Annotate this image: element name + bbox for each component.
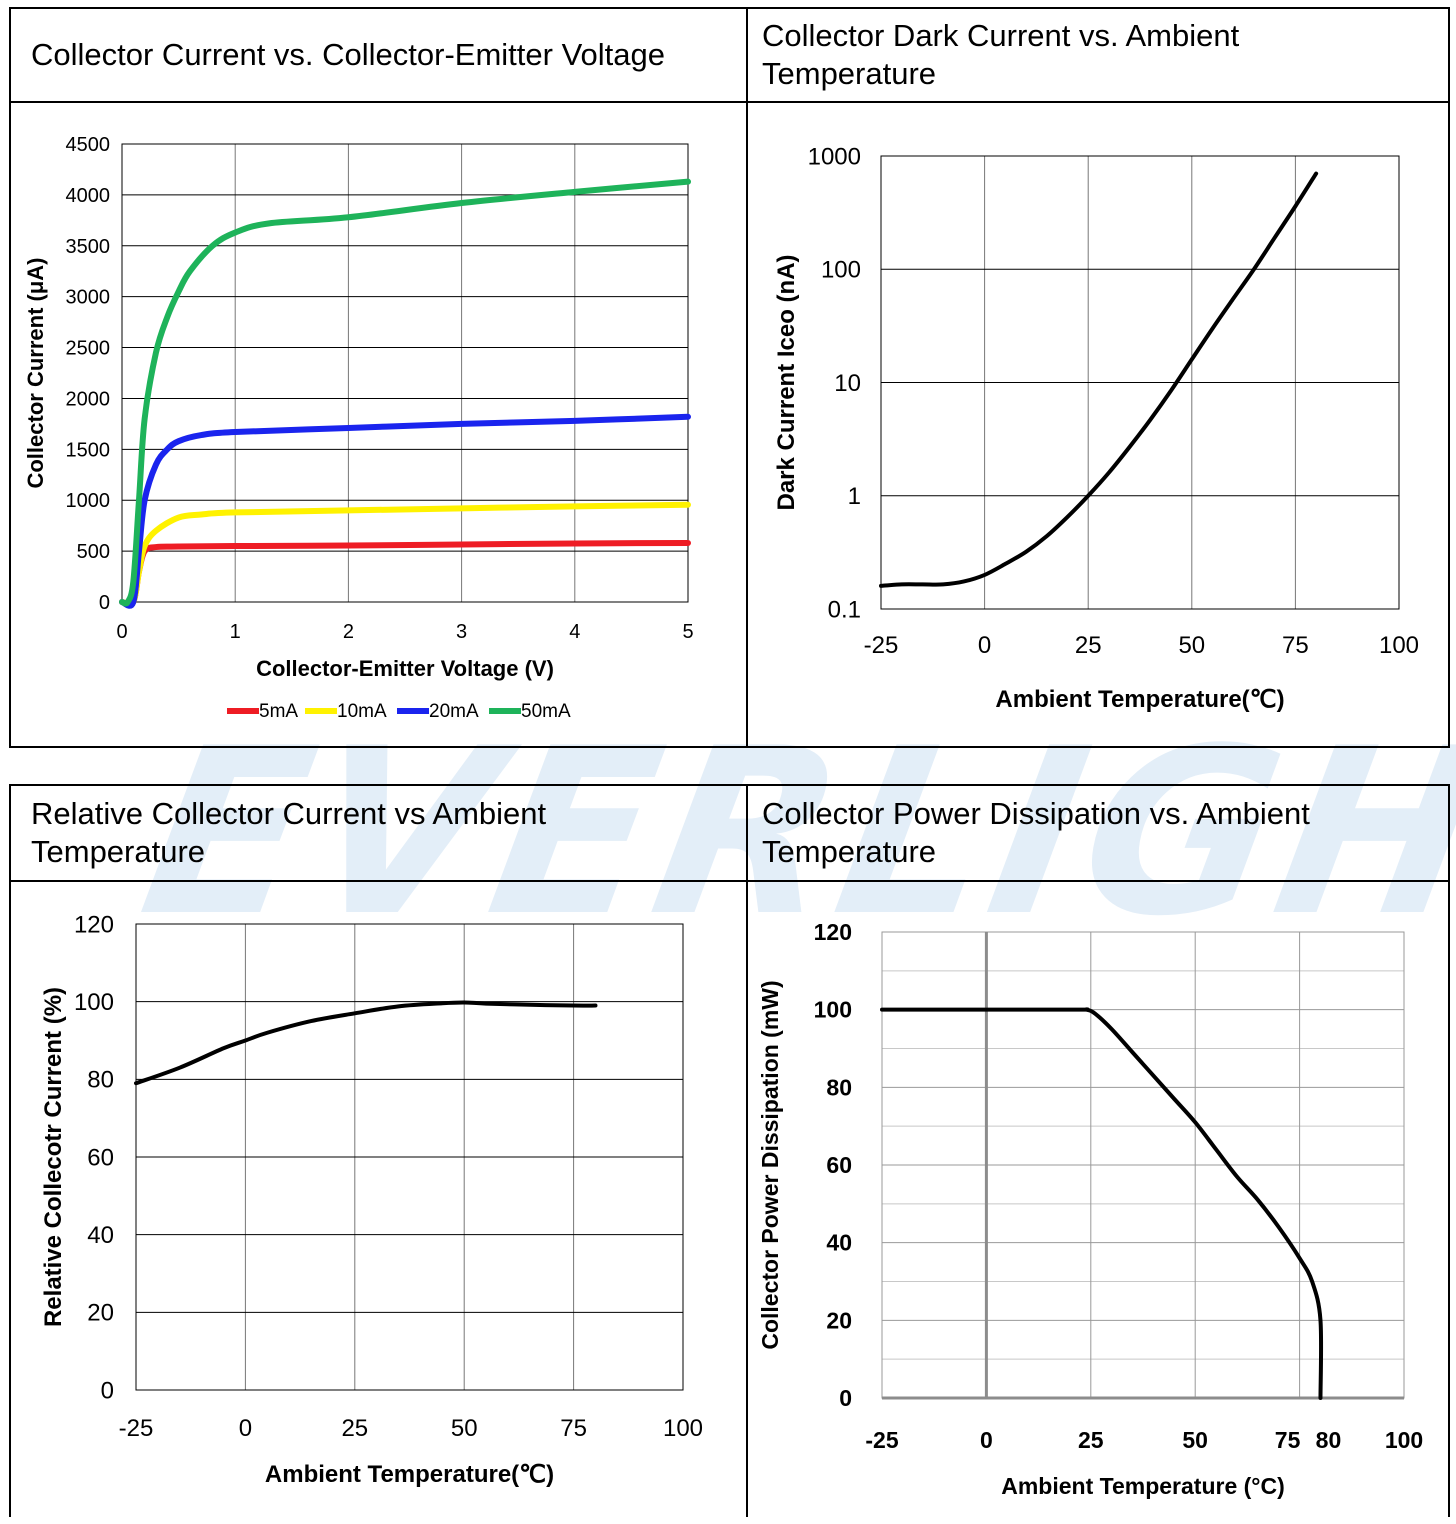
x-tick-label: 100	[1379, 632, 1419, 659]
y-tick-label: 120	[814, 919, 852, 945]
x-tick-label: 50	[451, 1415, 478, 1442]
panel-title-dark-current: Collector Dark Current vs. Ambient Tempe…	[748, 9, 1448, 101]
x-tick-label: 75	[1275, 1427, 1301, 1453]
y-tick-label: 3000	[66, 287, 111, 309]
y-tick-label: 100	[74, 989, 114, 1016]
y-tick-label: 80	[87, 1067, 114, 1094]
y-tick-label: 10	[834, 370, 861, 397]
y-tick-label: 3500	[66, 236, 111, 258]
x-axis-label: Ambient Temperature(℃)	[265, 1461, 554, 1488]
title-text: Collector Dark Current vs. Ambient Tempe…	[762, 18, 1240, 91]
x-tick-label: -25	[119, 1415, 154, 1442]
x-axis-label: Collector-Emitter Voltage (V)	[256, 656, 554, 681]
y-tick-label: 20	[87, 1300, 114, 1327]
y-tick-label: 40	[826, 1230, 852, 1256]
legend-entry: 50mA	[521, 701, 571, 722]
y-tick-label: 0	[839, 1385, 852, 1411]
title-text: Relative Collector Current vs Ambient Te…	[31, 796, 547, 869]
x-tick-label: 50	[1182, 1427, 1208, 1453]
y-tick-label: 2500	[66, 338, 111, 360]
y-tick-label: 100	[814, 997, 852, 1023]
x-tick-label: 0	[978, 632, 991, 659]
y-axis-label: Relative Collecotr Current (%)	[40, 987, 67, 1327]
plot-frame	[121, 143, 689, 603]
series-line-series-0	[879, 171, 1319, 588]
x-tick-label: 4	[569, 621, 580, 643]
y-tick-label: 40	[87, 1222, 114, 1249]
panel-title-collector-current: Collector Current vs. Collector-Emitter …	[11, 9, 746, 101]
x-tick-label: 5	[682, 621, 693, 643]
top-panel-table: Collector Current vs. Collector-Emitter …	[9, 7, 1450, 748]
series-line-10mA	[119, 501, 691, 608]
x-tick-label: -25	[865, 1427, 898, 1453]
x-tick-label: 1	[230, 621, 241, 643]
chart-collector-current: 0 1 2 3 4 5 0 500 1000 1500 2000 2500 3000 3500 4000 45…	[23, 134, 694, 722]
y-tick-label: 100	[821, 257, 861, 284]
chart-dark-current: -25 0 25 50 75 100 0.1 1 10 100 1000 Ambient Temper…	[773, 143, 1419, 713]
x-axis-label: Ambient Temperature(℃)	[995, 686, 1284, 713]
x-tick-label: 25	[1075, 632, 1102, 659]
series-line-series-0	[134, 1000, 598, 1086]
x-tick-label: 75	[1282, 632, 1309, 659]
legend-entry: 10mA	[337, 701, 387, 722]
plot-frame	[880, 155, 1400, 610]
x-tick-label: 100	[1385, 1427, 1423, 1453]
title-text: Collector Current vs. Collector-Emitter …	[31, 37, 666, 72]
y-tick-label: 1000	[808, 143, 861, 170]
plot-frame	[135, 923, 684, 1391]
y-tick-label: 2000	[66, 388, 111, 410]
y-tick-label: 4000	[66, 185, 111, 207]
series-line-20mA	[119, 413, 691, 609]
x-tick-label: 75	[560, 1415, 587, 1442]
y-axis-label: Collector Current (μA)	[23, 257, 48, 488]
y-tick-label: 1500	[66, 439, 111, 461]
x-tick-label: -25	[864, 632, 899, 659]
x-tick-label: 80	[1316, 1427, 1342, 1453]
x-tick-label: 25	[341, 1415, 368, 1442]
panel-title-relative-current: Relative Collector Current vs Ambient Te…	[11, 786, 746, 880]
bottom-panel-table: Relative Collector Current vs Ambient Te…	[9, 784, 1450, 1517]
chart-power-dissipation: -25 0 25 50 75 80 100 0 20 40 60 80 100 120 Ambient Te…	[757, 919, 1423, 1499]
y-tick-label: 120	[74, 911, 114, 938]
y-tick-label: 20	[826, 1307, 852, 1333]
x-tick-label: 0	[116, 621, 127, 643]
y-tick-label: 4500	[66, 134, 111, 156]
title-text: Collector Power Dissipation vs. Ambient …	[762, 796, 1310, 869]
x-tick-label: 100	[663, 1415, 703, 1442]
y-tick-label: 0	[99, 592, 110, 614]
y-tick-label: 80	[826, 1074, 852, 1100]
x-tick-label: 0	[980, 1427, 993, 1453]
y-tick-label: 60	[87, 1144, 114, 1171]
x-tick-label: 25	[1078, 1427, 1104, 1453]
x-tick-label: 50	[1178, 632, 1205, 659]
y-axis-label: Dark Current Iceo (nA)	[773, 254, 800, 510]
y-axis-label: Collector Power Dissipation (mW)	[757, 980, 783, 1349]
legend-entry: 20mA	[429, 701, 479, 722]
y-tick-label: 1	[848, 483, 861, 510]
x-tick-label: 2	[343, 621, 354, 643]
x-axis-label: Ambient Temperature (°C)	[1001, 1473, 1285, 1499]
x-tick-label: 3	[456, 621, 467, 643]
legend-entry: 5mA	[259, 701, 298, 722]
series-line-series-0	[880, 1007, 1324, 1400]
x-tick-label: 0	[239, 1415, 252, 1442]
y-tick-label: 0.1	[828, 596, 861, 623]
y-tick-label: 60	[826, 1152, 852, 1178]
series-line-50mA	[119, 178, 691, 607]
y-tick-label: 500	[77, 541, 110, 563]
panel-title-power-dissipation: Collector Power Dissipation vs. Ambient …	[748, 786, 1448, 880]
y-tick-label: 0	[101, 1377, 114, 1404]
y-tick-label: 1000	[66, 490, 111, 512]
series-line-5mA	[119, 539, 691, 608]
